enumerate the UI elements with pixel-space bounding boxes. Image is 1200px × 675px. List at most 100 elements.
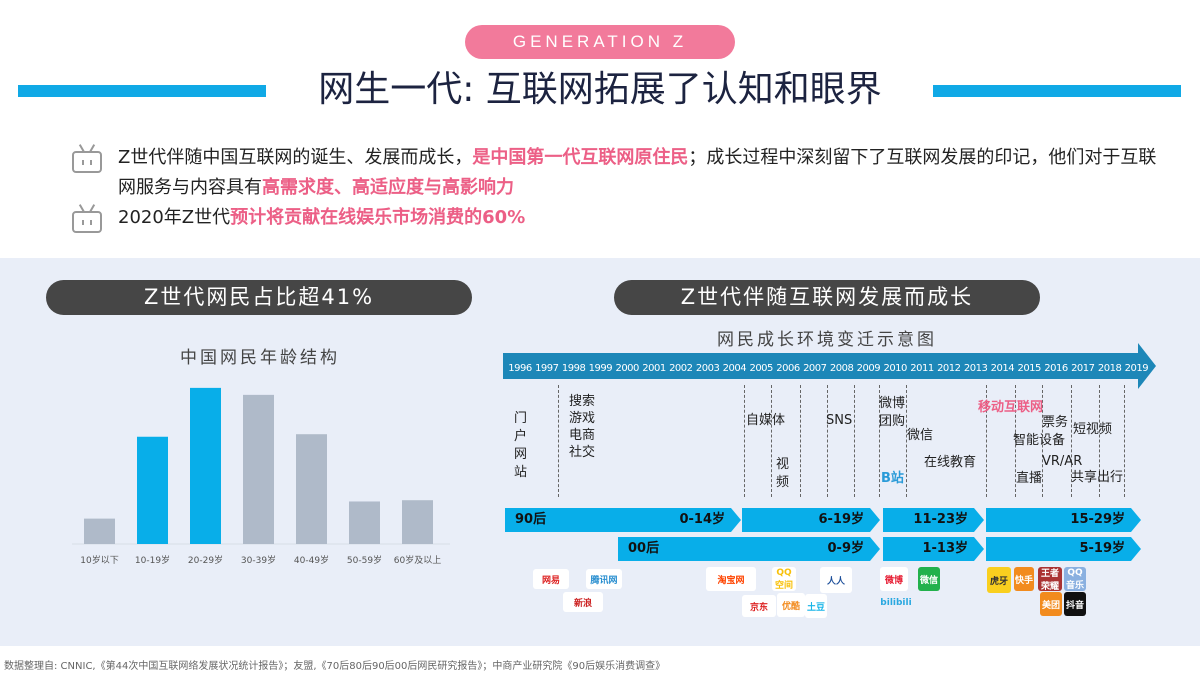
- bar-60岁及以上: [402, 500, 433, 544]
- timeline-subtitle: 网民成长环境变迁示意图: [717, 330, 937, 350]
- year-label: 1999: [588, 363, 613, 374]
- year-label: 1996: [508, 363, 532, 374]
- page-title: 网生一代: 互联网拓展了认知和眼界: [318, 69, 882, 110]
- timeline-arrow: [503, 343, 1156, 389]
- gen90-stage-1: 90后 0-14岁: [505, 508, 741, 532]
- bullet-highlight: 是中国第一代互联网原住民: [472, 147, 689, 168]
- app-logo: 虎牙: [987, 567, 1011, 593]
- event-label: 微博: [879, 396, 906, 411]
- x-tick-label: 50-59岁: [347, 554, 382, 566]
- x-tick-label: 40-49岁: [294, 554, 329, 566]
- year-label: 2014: [990, 363, 1015, 374]
- bar-20-29岁: [190, 387, 221, 544]
- timeline-divider: [1071, 385, 1072, 497]
- timeline-divider: [879, 385, 880, 497]
- year-label: 2017: [1071, 363, 1095, 374]
- tv-icon: [72, 211, 102, 233]
- bullet-highlight: 高需求度、高适应度与高影响力: [262, 177, 514, 198]
- app-logo: 王者荣耀: [1038, 567, 1062, 592]
- year-label: 2019: [1124, 363, 1149, 374]
- gen00-stage-1: 00后 0-9岁: [618, 537, 880, 561]
- gen00-stage-3: 5-19岁: [986, 537, 1141, 561]
- event-label: 票务: [1042, 415, 1069, 430]
- age-range: 15-29岁: [1070, 512, 1125, 527]
- tv-icon: [72, 151, 102, 173]
- age-range: 11-23岁: [913, 512, 968, 527]
- bullet-highlight: 预计将贡献在线娱乐市场消费的60%: [230, 207, 526, 228]
- timeline-divider: [558, 385, 559, 497]
- year-label: 2010: [883, 363, 907, 374]
- x-tick-label: 20-29岁: [188, 554, 223, 566]
- event-label: 团购: [879, 414, 906, 429]
- app-logo: QQ音乐: [1064, 567, 1086, 591]
- app-logo: 新浪: [563, 592, 603, 612]
- year-label: 2002: [669, 363, 693, 374]
- event-label: 在线教育: [924, 455, 977, 470]
- x-tick-label: 10岁以下: [80, 554, 118, 566]
- app-logo: 土豆: [805, 594, 827, 618]
- age-range: 1-13岁: [922, 541, 968, 556]
- gen00-label: 00后: [628, 541, 660, 556]
- timeline-divider: [1015, 385, 1016, 497]
- timeline-divider: [1124, 385, 1125, 497]
- timeline-divider: [827, 385, 828, 497]
- event-label: 直播: [1016, 471, 1043, 486]
- event-label: SNS: [826, 413, 853, 428]
- year-label: 2018: [1097, 363, 1122, 374]
- event-label: VR/AR: [1042, 454, 1083, 469]
- year-label: 2009: [856, 363, 881, 374]
- app-logo: bilibili: [880, 598, 912, 608]
- left-section-pill: Z世代网民占比超41%: [46, 280, 472, 315]
- timeline-divider: [986, 385, 987, 497]
- timeline-divider: [771, 385, 772, 497]
- app-logo: 微信: [918, 567, 940, 591]
- year-label: 2008: [829, 363, 854, 374]
- year-label: 2006: [776, 363, 800, 374]
- gen90-stage-3: 11-23岁: [883, 508, 984, 532]
- year-label: 2004: [722, 363, 747, 374]
- year-label: 2001: [642, 363, 666, 374]
- app-logo: 优酷: [777, 593, 805, 617]
- bar-40-49岁: [296, 434, 327, 544]
- year-label: 2016: [1044, 363, 1068, 374]
- timeline-divider: [906, 385, 907, 497]
- year-label: 2000: [615, 363, 639, 374]
- app-logo: 人人: [820, 567, 852, 593]
- gen90-label: 90后: [515, 512, 547, 527]
- source-footnote: 数据整理自: CNNIC,《第44次中国互联网络发展状况统计报告》；友盟,《70…: [4, 661, 666, 672]
- app-logo: 淘宝网: [706, 567, 756, 591]
- age-range: 5-19岁: [1079, 541, 1125, 556]
- app-logo: 网易: [533, 569, 569, 589]
- app-logo: 腾讯网: [586, 569, 622, 589]
- gen90-stage-2: 6-19岁: [742, 508, 880, 532]
- timeline-divider: [1099, 385, 1100, 497]
- app-logo: 快手: [1014, 567, 1034, 591]
- gen00-stage-2: 1-13岁: [883, 537, 984, 561]
- bullet-text: Z世代伴随中国互联网的诞生、发展而成长，: [118, 147, 473, 168]
- app-logo: 抖音: [1064, 592, 1086, 616]
- title-decor-line-right: [933, 85, 1181, 97]
- age-bar-chart: 10岁以下 10-19岁 20-29岁 30-39岁 40-49岁 50-59岁 60岁及以…: [72, 387, 450, 566]
- timeline-divider: [854, 385, 855, 497]
- bar-10-19岁: [137, 436, 168, 544]
- age-range: 0-14岁: [679, 512, 725, 527]
- x-tick-label: 60岁及以上: [394, 554, 441, 566]
- event-label: 短视频: [1073, 422, 1113, 437]
- year-label: 2015: [1017, 363, 1041, 374]
- app-logo: 微博: [880, 567, 908, 591]
- year-label: 2003: [695, 363, 720, 374]
- bullet-text: ；成长过程中深刻留下了互联网发展的印记，他们对于互联网服务与内容具有: [118, 147, 1157, 198]
- title-decor-line-left: [18, 85, 266, 97]
- event-label: 自媒体: [746, 413, 786, 428]
- year-label: 2012: [937, 363, 961, 374]
- event-label-mobile-internet: 移动互联网: [978, 400, 1044, 415]
- timeline-years: 1996 1997 1998 1999 2000 2001 2002 2003 2004 2005…: [0, 353, 1200, 374]
- app-logo: QQ空间: [772, 567, 796, 591]
- app-logo: 美团: [1040, 592, 1062, 616]
- event-label: 社交: [569, 445, 596, 460]
- year-label: 2007: [803, 363, 827, 374]
- event-label: 共享出行: [1071, 470, 1124, 485]
- year-label: 2013: [963, 363, 988, 374]
- age-range: 6-19岁: [818, 512, 864, 527]
- timeline-divider: [744, 385, 745, 497]
